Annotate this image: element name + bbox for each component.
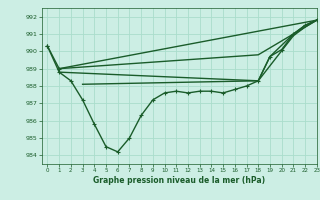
X-axis label: Graphe pression niveau de la mer (hPa): Graphe pression niveau de la mer (hPa)	[93, 176, 265, 185]
